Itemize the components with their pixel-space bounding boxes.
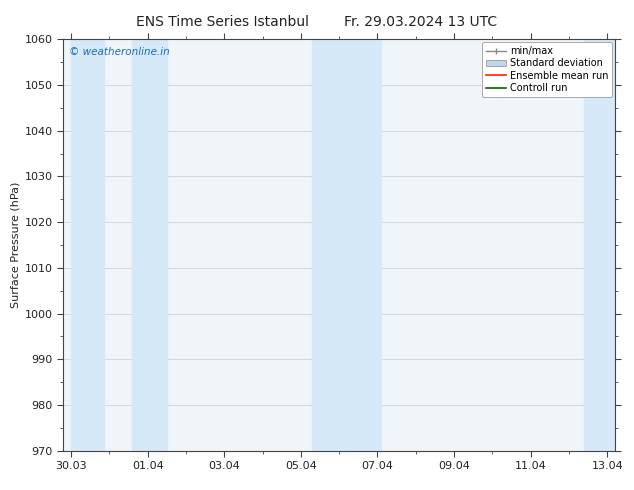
Bar [133, 39, 167, 451]
Y-axis label: Surface Pressure (hPa): Surface Pressure (hPa) [11, 182, 21, 308]
Bar [313, 39, 381, 451]
Bar [585, 39, 615, 451]
Text: ENS Time Series Istanbul        Fr. 29.03.2024 13 UTC: ENS Time Series Istanbul Fr. 29.03.2024 … [136, 15, 498, 29]
Bar [71, 39, 103, 451]
Legend: min/max, Standard deviation, Ensemble mean run, Controll run: min/max, Standard deviation, Ensemble me… [482, 42, 612, 97]
Text: © weatheronline.in: © weatheronline.in [69, 48, 170, 57]
